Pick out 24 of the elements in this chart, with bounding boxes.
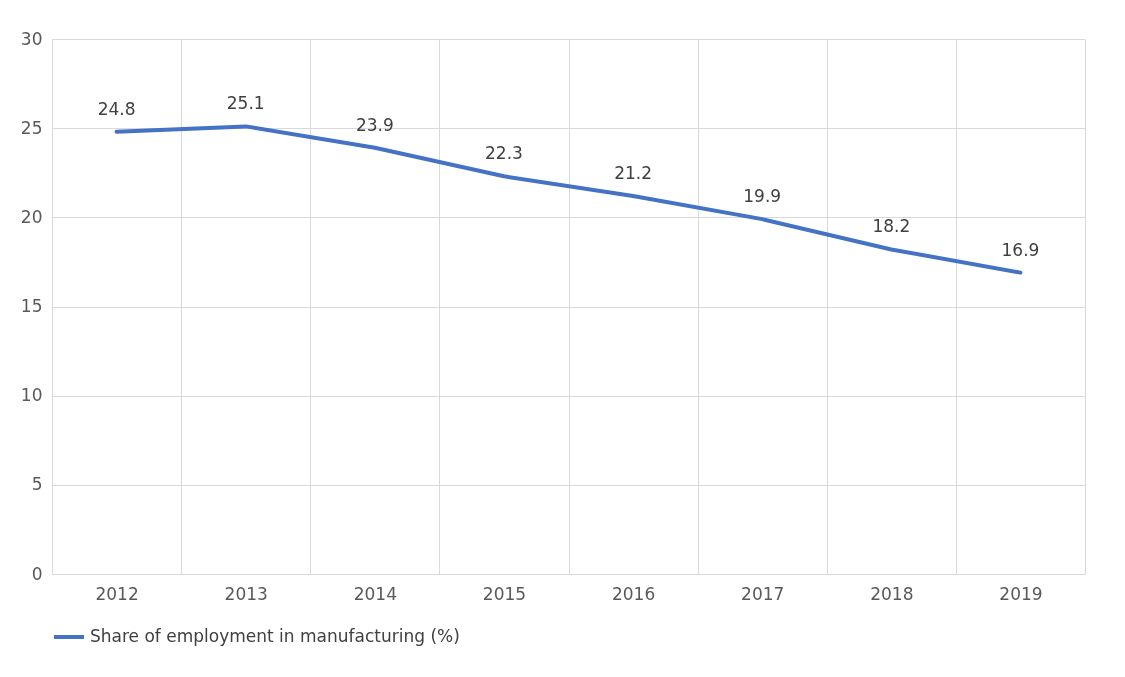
data-label: 22.3	[485, 143, 523, 164]
x-tick-label: 2012	[95, 583, 139, 604]
data-label: 16.9	[1001, 239, 1040, 260]
y-tick-label: 10	[20, 385, 43, 406]
x-tick-label: 2014	[353, 583, 397, 604]
x-tick-label: 2017	[741, 583, 785, 604]
y-tick-label: 20	[20, 206, 43, 227]
y-tick-label: 5	[31, 474, 43, 495]
data-label: 23.9	[355, 114, 394, 135]
x-tick-label: 2015	[482, 583, 527, 604]
x-tick-label: 2019	[999, 583, 1043, 604]
data-label: 24.8	[97, 98, 136, 119]
legend-label: Share of employment in manufacturing (%)	[90, 626, 460, 646]
data-label: 18.2	[872, 216, 911, 237]
data-label: 21.2	[614, 162, 652, 183]
x-tick-label: 2016	[611, 583, 656, 604]
x-tick-label: 2013	[224, 583, 268, 604]
y-tick-label: 30	[20, 28, 43, 49]
data-label: 25.1	[226, 93, 265, 114]
x-tick-label: 2018	[870, 583, 914, 604]
y-tick-label: 25	[20, 117, 43, 138]
y-tick-label: 0	[31, 563, 43, 584]
data-label: 19.9	[743, 186, 782, 207]
y-tick-label: 15	[20, 296, 43, 316]
